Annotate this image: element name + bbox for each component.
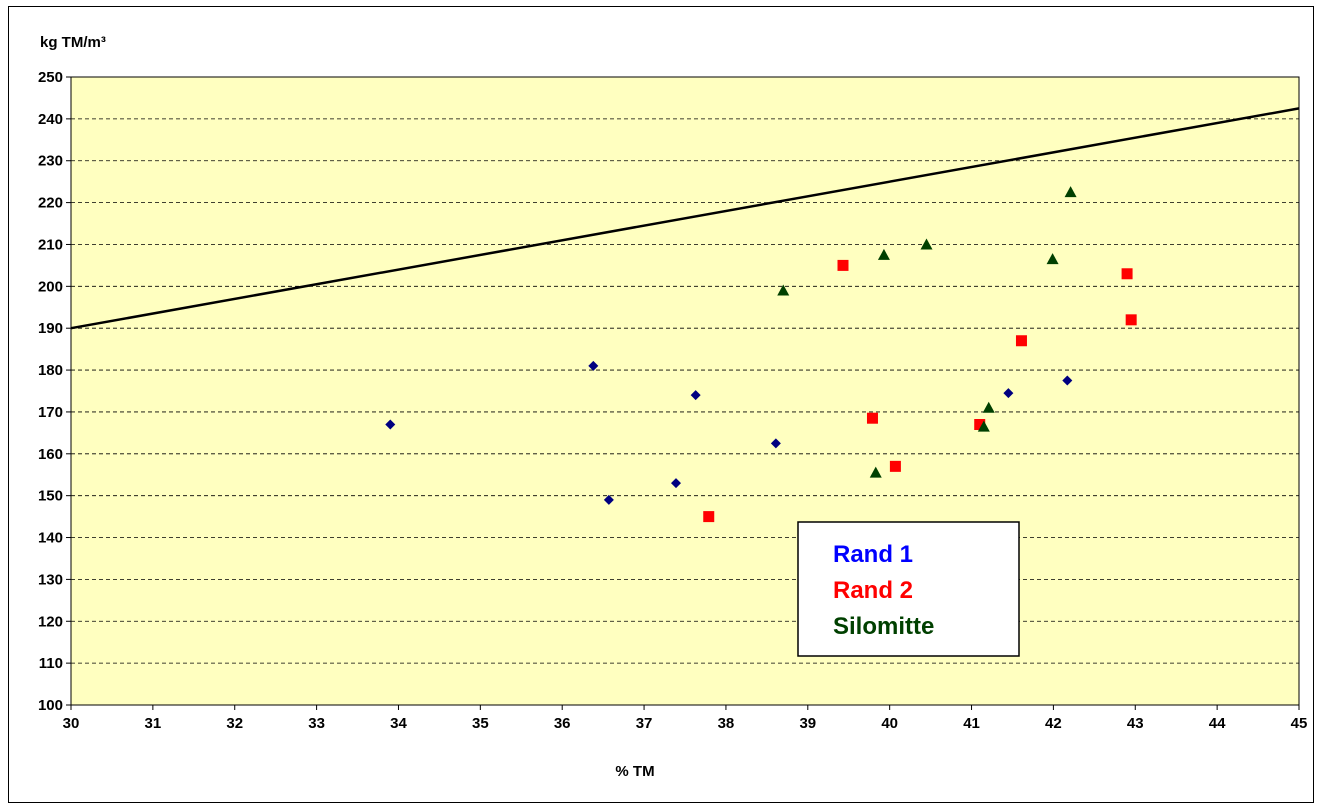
data-point xyxy=(977,420,990,432)
data-point xyxy=(1121,268,1133,280)
grid-lines xyxy=(71,76,1299,664)
x-tick-label: 31 xyxy=(145,715,162,732)
data-point xyxy=(1015,335,1027,347)
y-tick-label: 110 xyxy=(39,655,63,672)
x-tick-label: 32 xyxy=(226,715,243,732)
x-tick-label: 43 xyxy=(1127,715,1144,732)
y-tick-label: 230 xyxy=(38,153,63,170)
x-tick-label: 44 xyxy=(1209,715,1226,732)
data-point xyxy=(690,390,701,401)
data-point xyxy=(588,360,599,371)
data-point xyxy=(1003,388,1014,399)
x-tick-label: 39 xyxy=(799,715,816,732)
x-tick-label: 34 xyxy=(390,715,407,732)
legend-entry-rand-2: Rand 2 xyxy=(833,577,913,604)
y-tick-label: 200 xyxy=(38,278,63,295)
data-point xyxy=(920,238,933,250)
data-points xyxy=(385,186,1137,523)
x-axis-title: % TM xyxy=(615,763,654,780)
x-tick-label: 35 xyxy=(472,715,489,732)
y-tick-label: 150 xyxy=(38,488,63,505)
legend-entry-silomitte: Silomitte xyxy=(833,613,934,640)
data-point xyxy=(1062,375,1073,386)
series-rand-2 xyxy=(703,259,1137,523)
x-tick-label: 42 xyxy=(1045,715,1062,732)
y-tick-label: 180 xyxy=(38,362,63,379)
x-tick-label: 40 xyxy=(881,715,898,732)
reference-line xyxy=(70,107,1300,330)
legend-box xyxy=(797,521,1020,657)
series-silomitte xyxy=(777,186,1077,478)
y-tick-label: 130 xyxy=(38,571,63,588)
y-tick-label: 250 xyxy=(38,69,63,86)
series-rand-1 xyxy=(385,360,1073,505)
data-point xyxy=(877,248,890,260)
y-tick-label: 190 xyxy=(38,320,63,337)
plot-area xyxy=(70,76,1300,706)
y-tick-label: 210 xyxy=(38,236,63,253)
data-point xyxy=(1125,314,1137,326)
x-tick-label: 38 xyxy=(718,715,735,732)
data-point xyxy=(869,466,882,478)
x-tick-label: 41 xyxy=(963,715,980,732)
data-point xyxy=(1046,253,1059,265)
y-axis-title: kg TM/m³ xyxy=(40,34,106,51)
x-tick-label: 36 xyxy=(554,715,571,732)
legend: Rand 1 Rand 2 Silomitte xyxy=(797,521,1020,657)
data-point xyxy=(866,412,878,424)
y-tick-label: 100 xyxy=(38,697,63,714)
y-axis-ticks: 100 110 120 130 140 150 160 170 180 190 200 210 220 2… xyxy=(38,69,71,714)
y-tick-label: 140 xyxy=(38,530,63,547)
y-tick-label: 220 xyxy=(38,195,63,212)
x-tick-label: 33 xyxy=(308,715,325,732)
data-point xyxy=(770,438,781,449)
data-point xyxy=(777,284,790,296)
y-tick-label: 160 xyxy=(38,446,63,463)
data-point xyxy=(603,494,614,505)
data-point xyxy=(1064,186,1077,198)
data-point xyxy=(385,419,396,430)
y-tick-label: 120 xyxy=(38,613,63,630)
data-point xyxy=(889,460,901,472)
y-tick-label: 240 xyxy=(38,111,63,128)
y-tick-label: 170 xyxy=(38,404,63,421)
data-point xyxy=(670,478,681,489)
data-point xyxy=(982,401,995,413)
x-tick-label: 37 xyxy=(636,715,653,732)
x-axis-ticks: 30 31 32 33 34 35 36 37 38 39 40 41 42 43 44 45 xyxy=(63,705,1308,732)
x-tick-label: 30 xyxy=(63,715,80,732)
x-tick-label: 45 xyxy=(1291,715,1308,732)
legend-entry-rand-1: Rand 1 xyxy=(833,541,913,568)
data-point xyxy=(703,511,715,523)
data-point xyxy=(837,259,849,271)
